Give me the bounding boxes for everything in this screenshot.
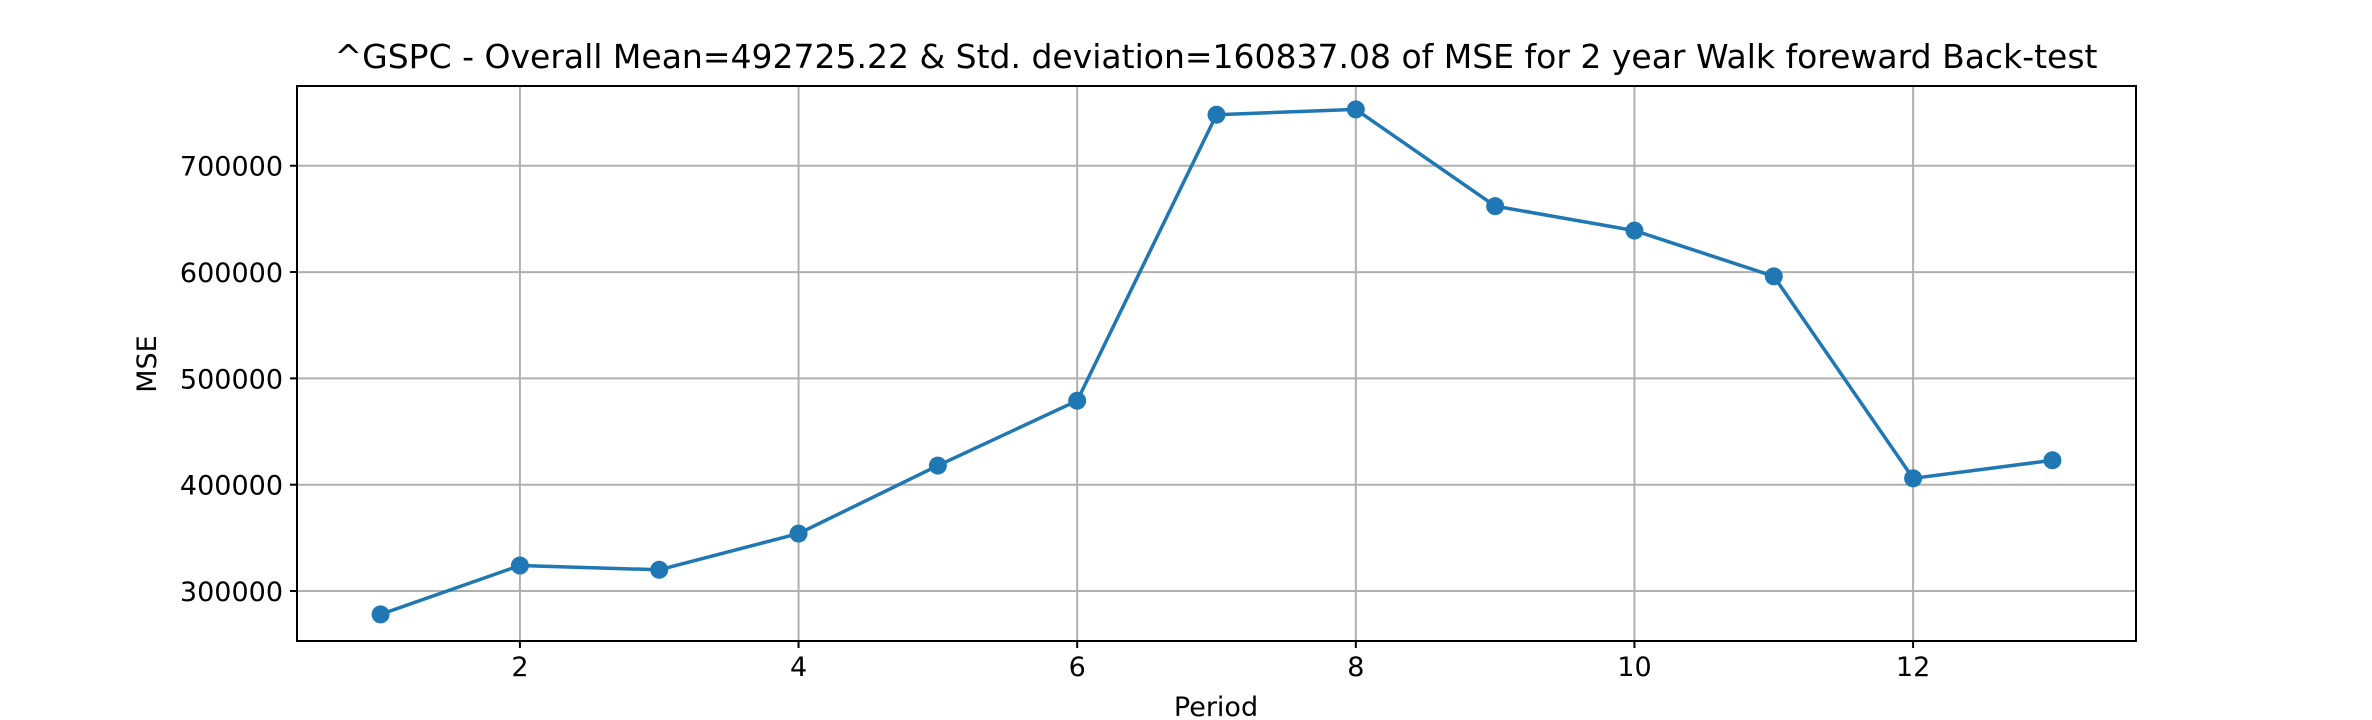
x-tick-label: 10 (1617, 652, 1651, 683)
series-layer (371, 100, 2062, 624)
y-tick-label: 600000 (180, 258, 283, 289)
data-point (2043, 451, 2062, 470)
data-point (510, 556, 529, 575)
y-tick-label: 400000 (180, 471, 283, 502)
data-point (371, 605, 390, 624)
y-tick-label: 700000 (180, 152, 283, 183)
chart-title: ^GSPC - Overall Mean=492725.22 & Std. de… (335, 37, 2098, 76)
mse-series-line (380, 107, 2053, 617)
x-tick-label: 4 (790, 652, 807, 683)
data-point (1904, 469, 1923, 488)
x-tick-label: 12 (1896, 652, 1930, 683)
data-point (1764, 267, 1783, 286)
grid-lines (297, 86, 2136, 641)
data-point (928, 456, 947, 475)
plot-frame (296, 85, 2137, 642)
x-tick-label: 8 (1347, 652, 1364, 683)
y-axis-label: MSE (132, 335, 163, 393)
x-axis-label: Period (1174, 692, 1258, 720)
axis-ticks: 2 4 6 8 10 12 300000 400000 500000 600000 700000 (180, 152, 1930, 683)
data-point (1346, 100, 1365, 119)
y-tick-label: 500000 (180, 364, 283, 395)
data-point (1625, 221, 1644, 240)
data-point (1486, 197, 1505, 216)
y-tick-label: 300000 (180, 577, 283, 608)
data-point (650, 560, 669, 579)
x-tick-label: 2 (511, 652, 528, 683)
data-point (1068, 391, 1087, 410)
data-point (1207, 105, 1226, 124)
data-point (789, 524, 808, 543)
x-tick-label: 6 (1069, 652, 1086, 683)
